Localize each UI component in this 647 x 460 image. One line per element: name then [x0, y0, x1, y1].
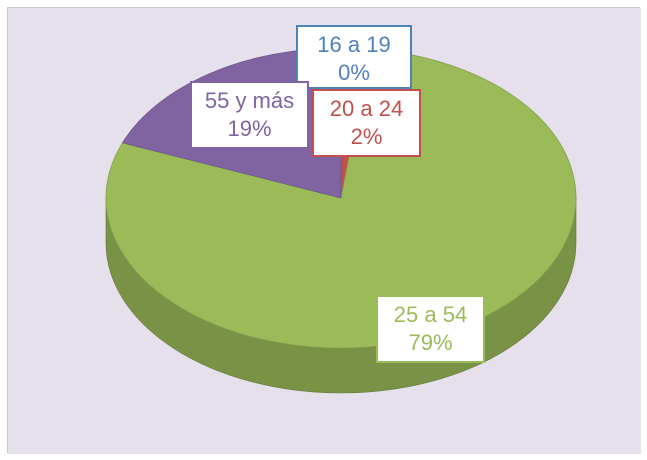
- data-label-55-y-más: 55 y más 19%: [190, 81, 309, 149]
- data-label-percent: 0%: [338, 60, 370, 85]
- data-label-percent: 79%: [408, 330, 452, 355]
- data-label-20-a-24: 20 a 24 2%: [312, 89, 421, 157]
- data-label-category: 55 y más: [205, 88, 294, 113]
- data-label-box: [312, 89, 421, 157]
- data-label-percent: 19%: [227, 116, 271, 141]
- data-label-box: [190, 81, 309, 149]
- data-label-category: 16 a 19: [317, 32, 390, 57]
- data-label-box: [296, 25, 412, 89]
- data-label-25-a-54: 25 a 54 79%: [376, 295, 485, 363]
- chart-frame: 16 a 19 0% 20 a 24 2% 25 a 54 79% 55 y más 19%: [7, 7, 641, 454]
- data-label-box: [376, 295, 485, 363]
- data-label-category: 20 a 24: [330, 96, 403, 121]
- data-label-percent: 2%: [351, 124, 383, 149]
- data-label-16-a-19: 16 a 19 0%: [296, 25, 412, 89]
- pie-chart: 16 a 19 0% 20 a 24 2% 25 a 54 79% 55 y más 19%: [8, 8, 641, 454]
- data-label-category: 25 a 54: [394, 302, 467, 327]
